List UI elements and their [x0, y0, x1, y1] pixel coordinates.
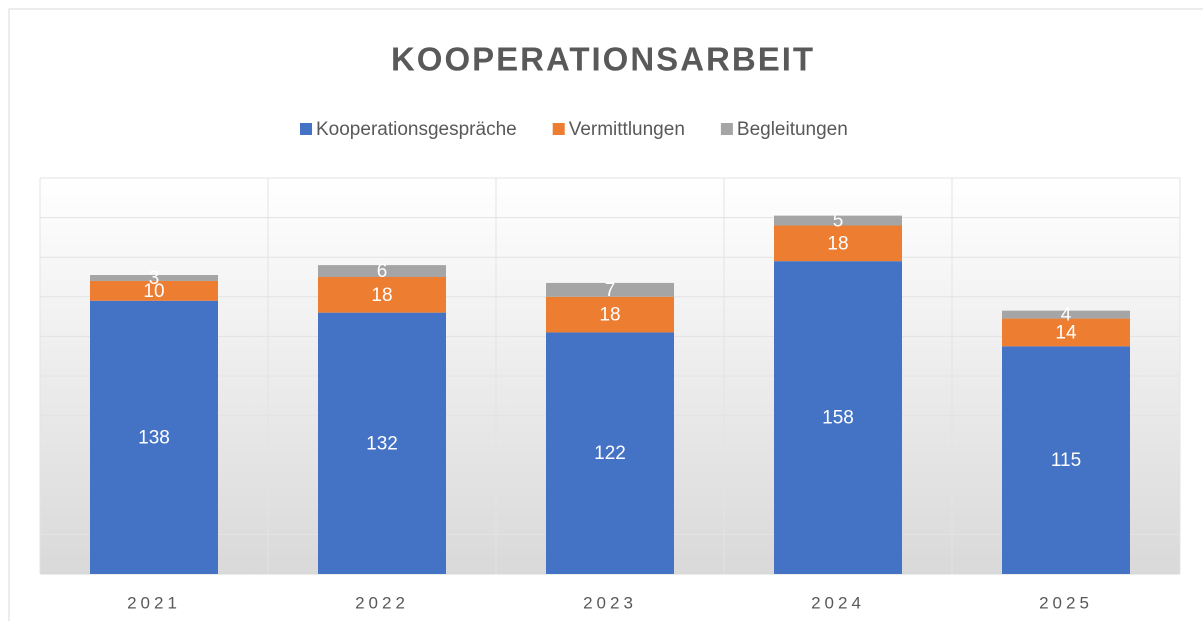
bar-segment: [318, 277, 446, 313]
bar-segment: [774, 215, 902, 226]
x-tick-label: 2025: [1039, 593, 1093, 612]
bar-segment: [1002, 318, 1130, 347]
data-label: 14: [1055, 322, 1077, 343]
bar-segment: [90, 275, 218, 281]
legend-swatch: [552, 123, 565, 135]
bar-segment: [774, 261, 902, 574]
x-tick-label: 2023: [583, 593, 637, 612]
bar-segment: [90, 300, 218, 574]
legend-label: Kooperationsgespräche: [316, 119, 517, 140]
data-label: 115: [1051, 450, 1081, 471]
bar-segment: [774, 225, 902, 262]
bar-segment: [90, 280, 218, 301]
bar-segment: [1002, 310, 1130, 319]
data-label: 5: [833, 211, 844, 232]
legend-label: Begleitungen: [737, 119, 848, 140]
data-label: 10: [143, 281, 164, 302]
bar-segment: [318, 265, 446, 277]
data-label: 7: [605, 280, 616, 301]
legend: Kooperationsgespräche Vermittlungen Beglei…: [300, 119, 848, 140]
data-label: 18: [599, 305, 620, 326]
bar-segment: [546, 332, 674, 574]
data-label: 122: [594, 443, 626, 464]
x-tick-label: 2021: [127, 593, 181, 612]
chart-title: KOOPERATIONSARBEIT: [391, 41, 815, 78]
data-label: 18: [371, 285, 392, 306]
data-label: 6: [377, 261, 388, 282]
legend-swatch: [720, 123, 733, 135]
bar-segment: [318, 312, 446, 574]
data-label: 138: [138, 427, 170, 448]
data-label: 3: [149, 268, 160, 289]
x-tick-label: 2024: [811, 593, 865, 612]
data-label: 132: [366, 433, 398, 454]
data-label: 158: [822, 408, 854, 429]
bar-segment: [1002, 346, 1130, 574]
bar-segment: [546, 296, 674, 333]
x-tick-label: 2022: [355, 593, 409, 612]
data-label: 18: [827, 233, 848, 254]
legend-label: Vermittlungen: [569, 119, 685, 140]
legend-swatch: [300, 123, 312, 135]
data-label: 4: [1061, 305, 1072, 326]
bar-segment: [546, 282, 674, 297]
